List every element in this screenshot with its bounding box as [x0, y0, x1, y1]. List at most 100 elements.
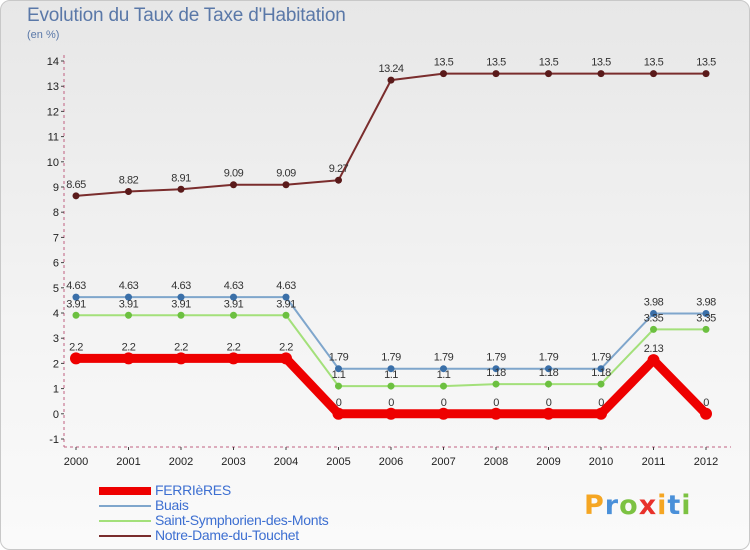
- legend-label: FERRIèRES: [155, 482, 231, 498]
- data-point: [387, 365, 395, 373]
- logo-letter: i: [657, 490, 668, 521]
- logo-letter: x: [638, 490, 658, 521]
- data-label: 2.13: [644, 343, 664, 355]
- data-point: [335, 365, 342, 373]
- data-point: [125, 311, 132, 319]
- series-buais: [72, 293, 710, 373]
- data-point: [125, 293, 132, 301]
- legend-label: Saint-Symphorien-des-Monts: [155, 512, 329, 528]
- legend-label: Notre-Dame-du-Touchet: [155, 527, 299, 543]
- data-label: 3.91: [276, 298, 296, 310]
- x-tick-label: 2010: [589, 456, 613, 468]
- data-point: [545, 70, 552, 78]
- data-label: 1.18: [539, 367, 559, 379]
- data-label: 0: [493, 397, 499, 409]
- data-point: [492, 365, 500, 373]
- y-tick-label: 4: [53, 308, 59, 320]
- data-label: 2.2: [279, 341, 293, 353]
- y-tick-label: 13: [47, 81, 59, 93]
- data-point: [385, 407, 397, 420]
- logo-letter: i: [681, 490, 692, 521]
- data-point: [440, 70, 447, 78]
- data-point: [542, 407, 555, 420]
- legend-swatch: [99, 487, 151, 495]
- data-label: 9.09: [276, 168, 296, 180]
- data-label: 1.18: [486, 367, 506, 379]
- x-tick-label: 2000: [64, 456, 88, 468]
- data-point: [177, 185, 185, 193]
- series-notre-dame-du-touchet: [72, 70, 710, 200]
- data-label: 3.35: [644, 312, 664, 324]
- y-tick-label: 8: [53, 207, 59, 219]
- data-point: [72, 293, 80, 301]
- series-ferri-res: [70, 352, 712, 420]
- x-tick-label: 2012: [694, 456, 718, 468]
- y-tick-label: 9: [53, 182, 59, 194]
- data-point: [280, 352, 292, 365]
- data-point: [492, 380, 500, 388]
- data-label: 3.91: [224, 298, 244, 310]
- data-label: 9.27: [329, 163, 349, 175]
- x-tick-label: 2003: [221, 456, 245, 468]
- data-label: 13.5: [644, 57, 664, 69]
- data-point: [282, 311, 290, 319]
- data-point: [647, 354, 660, 367]
- data-point: [492, 70, 500, 78]
- data-point: [335, 176, 342, 184]
- x-tick-label: 2006: [379, 456, 403, 468]
- x-tick-label: 2007: [431, 456, 455, 468]
- data-point: [440, 365, 447, 373]
- data-point: [335, 382, 342, 390]
- x-tick-label: 2005: [326, 456, 350, 468]
- x-tick-label: 2004: [274, 456, 298, 468]
- y-tick-label: 10: [47, 157, 59, 169]
- logo-letter: o: [619, 490, 639, 521]
- data-label: 2.2: [122, 341, 136, 353]
- data-label: 1.1: [332, 369, 346, 381]
- data-label: 3.91: [119, 298, 139, 310]
- data-label: 3.91: [66, 298, 86, 310]
- x-tick-label: 2009: [536, 456, 560, 468]
- data-point: [700, 407, 712, 420]
- data-point: [282, 181, 290, 189]
- data-point: [227, 352, 240, 365]
- data-label: 1.79: [381, 352, 401, 364]
- chart-title: Evolution du Taux de Taxe d'Habitation: [27, 5, 346, 26]
- data-point: [72, 192, 80, 200]
- data-point: [122, 352, 135, 365]
- data-point: [440, 382, 447, 390]
- data-label: 13.5: [696, 57, 716, 69]
- data-point: [387, 382, 395, 390]
- y-tick-label: 11: [48, 132, 59, 144]
- y-tick-label: 0: [53, 409, 59, 421]
- logo-letter: t: [667, 490, 682, 521]
- data-label: 4.63: [224, 280, 244, 292]
- legend-label: Buais: [155, 497, 189, 513]
- data-point: [437, 407, 450, 420]
- data-label: 1.18: [591, 367, 611, 379]
- data-label: 13.5: [486, 57, 506, 69]
- x-tick-label: 2002: [169, 456, 193, 468]
- data-point: [177, 311, 185, 319]
- data-point: [595, 407, 607, 420]
- data-label: 1.79: [486, 352, 506, 364]
- y-tick-label: 12: [47, 106, 59, 118]
- data-point: [597, 365, 605, 373]
- data-point: [545, 380, 552, 388]
- data-point: [490, 407, 502, 420]
- y-tick-label: -1: [49, 434, 59, 446]
- data-point: [597, 380, 605, 388]
- data-label: 1.79: [434, 352, 454, 364]
- data-point: [702, 70, 710, 78]
- data-label: 0: [703, 397, 709, 409]
- y-tick-label: 3: [53, 333, 59, 345]
- data-point: [72, 311, 80, 319]
- x-tick-label: 2001: [116, 456, 140, 468]
- data-label: 4.63: [119, 280, 139, 292]
- data-label: 0: [388, 397, 394, 409]
- data-point: [175, 352, 187, 365]
- data-point: [597, 70, 605, 78]
- data-label: 2.2: [227, 341, 241, 353]
